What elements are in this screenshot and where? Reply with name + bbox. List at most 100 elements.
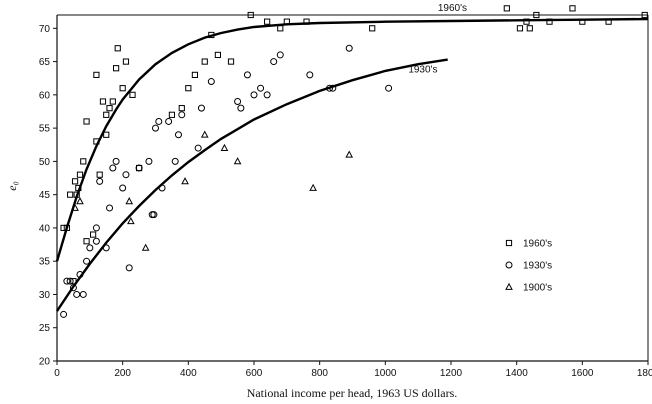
data-points [60, 5, 648, 318]
data-point-square [503, 5, 510, 12]
data-point-square [70, 278, 77, 285]
data-point-triangle [200, 130, 209, 138]
data-point-circle [194, 144, 202, 152]
plot-frame [56, 14, 649, 362]
data-point-square [80, 158, 87, 165]
data-point-square [168, 111, 176, 118]
data-point-square [106, 105, 113, 112]
data-point-triangle [76, 197, 84, 205]
data-point-square [533, 11, 540, 19]
data-point-square [83, 238, 90, 245]
y-tick-label: 60 [39, 90, 51, 101]
y-tick-label: 30 [39, 290, 51, 301]
data-point-circle [345, 44, 353, 52]
data-point-circle [171, 157, 179, 165]
y-tick-label: 70 [39, 24, 51, 35]
data-point-triangle [233, 157, 242, 165]
data-point-circle [60, 310, 68, 318]
legend-marker-triangle [505, 282, 513, 290]
data-point-square [178, 105, 185, 112]
data-point-circle [92, 237, 100, 245]
legend: 1960's 1930's 1900's [505, 239, 552, 294]
data-point-circle [152, 124, 159, 132]
data-point-circle [243, 71, 251, 79]
y-tick-label: 50 [39, 157, 51, 168]
data-point-square [214, 51, 221, 59]
data-point-triangle [220, 143, 229, 151]
data-point-circle [263, 91, 271, 99]
data-point-circle [125, 264, 133, 272]
data-point-square [201, 58, 208, 65]
curve-label: 1930's [408, 65, 437, 76]
data-point-square [277, 25, 284, 32]
data-point-circle [63, 277, 71, 285]
data-point-square [76, 171, 84, 178]
data-point-circle [79, 290, 87, 298]
data-point-square [114, 45, 121, 52]
data-point-square [99, 98, 107, 105]
data-point-square [641, 11, 648, 19]
data-point-circle [385, 84, 393, 92]
data-point-circle [135, 164, 143, 172]
data-point-circle [158, 184, 166, 192]
data-point-circle [326, 84, 334, 92]
data-point-circle [150, 211, 158, 219]
data-point-square [122, 58, 130, 65]
data-point-square [303, 18, 310, 25]
data-point-square [208, 31, 215, 39]
legend-marker-circle [505, 261, 513, 269]
data-point-circle [155, 117, 163, 125]
data-point-circle [83, 257, 91, 265]
data-point-square [90, 231, 97, 238]
data-point-square [247, 11, 254, 19]
x-tick-label: 200 [114, 368, 131, 379]
data-point-square [369, 25, 376, 32]
y-tick-label: 65 [39, 57, 51, 68]
data-point-square [185, 85, 192, 92]
data-point-circle [165, 117, 173, 125]
data-point-circle [73, 290, 81, 298]
legend-marker-square [505, 239, 513, 247]
data-point-circle [106, 204, 114, 212]
data-point-triangle [181, 177, 189, 185]
data-point-square [71, 178, 79, 185]
data-point-circle [119, 184, 127, 192]
data-point-triangle [309, 183, 317, 191]
data-point-square [109, 98, 116, 105]
x-tick-label: 1400 [506, 368, 529, 379]
data-point-square [191, 71, 199, 78]
data-point-triangle [71, 203, 79, 211]
axis-ticks: 0 200 400 600 800 1000 1200 1400 1600 1800 20 25 30 3… [39, 24, 652, 379]
x-axis-label: National income per head, 1963 US dollar… [247, 386, 458, 400]
data-point-circle [66, 277, 74, 285]
x-tick-label: 800 [311, 368, 328, 379]
data-point-square [119, 85, 126, 92]
data-point-circle [237, 104, 245, 112]
data-point-circle [86, 244, 94, 252]
data-point-square [60, 224, 67, 232]
data-point-square [67, 191, 74, 198]
data-point-square [63, 224, 70, 232]
legend-label: 1930's [523, 261, 552, 272]
data-point-square [516, 25, 524, 32]
data-point-triangle [141, 243, 150, 251]
y-tick-label: 45 [39, 190, 51, 201]
data-point-square [75, 184, 82, 192]
data-point-circle [174, 131, 182, 139]
data-point-square [83, 118, 90, 125]
data-point-square [96, 171, 103, 178]
data-point-circle [102, 244, 110, 252]
y-tick-label: 35 [39, 257, 51, 268]
fitted-curve-1960s [55, 17, 649, 262]
y-tick-label: 25 [39, 323, 51, 334]
data-point-triangle [345, 150, 354, 158]
x-tick-label: 1000 [374, 368, 397, 379]
data-point-square [283, 18, 290, 25]
data-point-circle [257, 84, 265, 92]
data-point-circle [197, 104, 205, 112]
data-point-square [526, 25, 533, 32]
data-point-circle [276, 51, 284, 59]
x-tick-label: 400 [180, 368, 197, 379]
data-point-square [93, 71, 100, 78]
y-tick-label: 40 [39, 223, 51, 234]
